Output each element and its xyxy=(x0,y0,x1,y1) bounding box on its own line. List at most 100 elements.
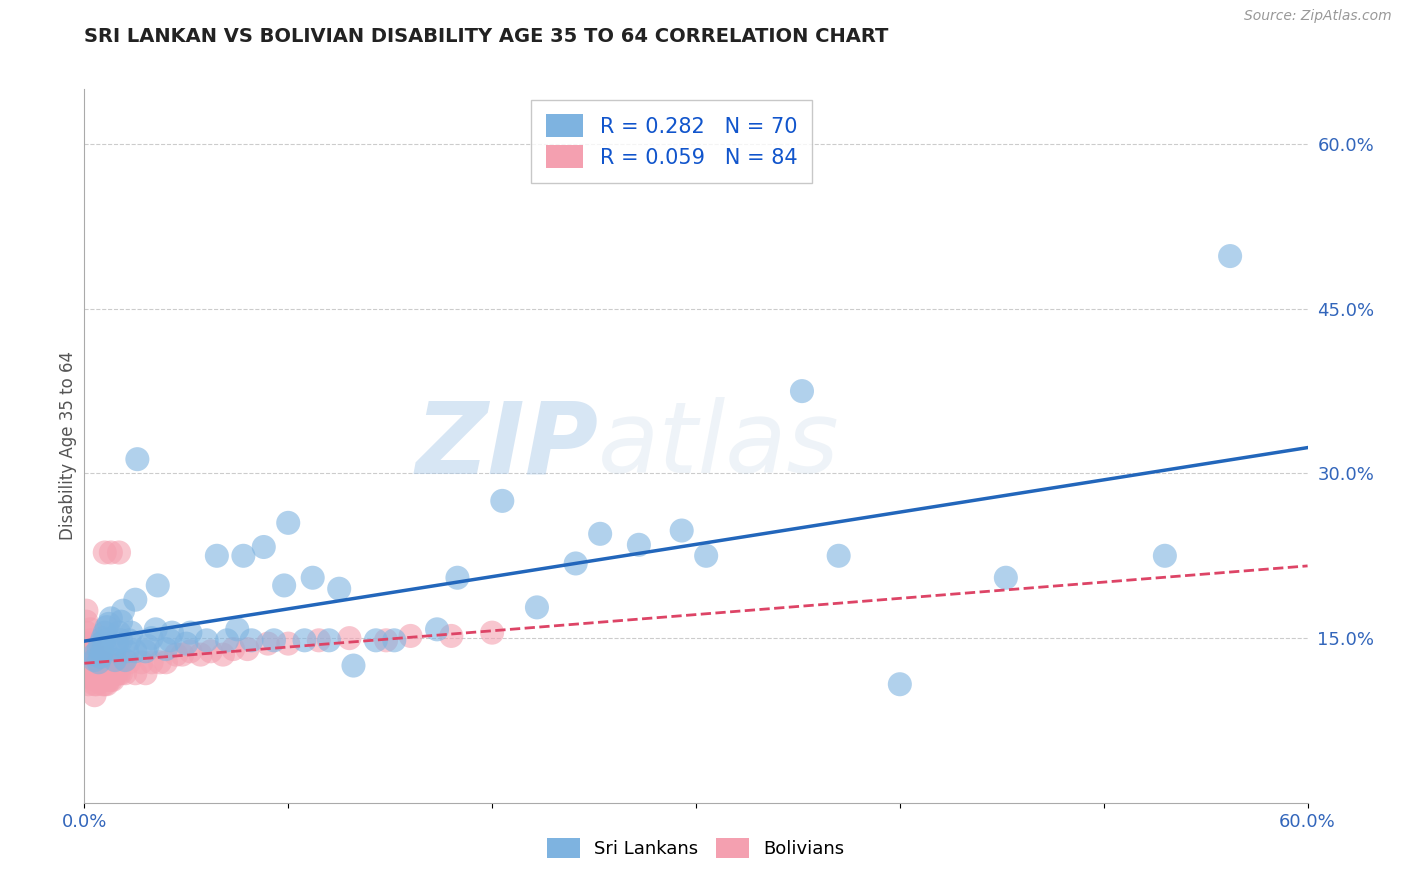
Point xyxy=(79,666,101,681)
Point xyxy=(399,629,422,643)
Point xyxy=(104,653,127,667)
Point xyxy=(200,644,222,658)
Point xyxy=(115,644,138,658)
Point xyxy=(91,677,114,691)
Point xyxy=(146,578,169,592)
Point xyxy=(339,631,360,645)
Point xyxy=(93,651,115,665)
Point xyxy=(77,653,100,667)
Point xyxy=(195,633,218,648)
Point xyxy=(124,644,146,658)
Point xyxy=(308,633,330,648)
Point xyxy=(426,623,449,637)
Point xyxy=(97,673,120,687)
Point xyxy=(83,658,105,673)
Point xyxy=(695,549,717,563)
Point xyxy=(294,633,316,648)
Point xyxy=(118,633,141,648)
Point xyxy=(96,666,118,681)
Point xyxy=(79,644,101,658)
Point xyxy=(273,578,295,592)
Point xyxy=(1219,249,1241,263)
Text: Source: ZipAtlas.com: Source: ZipAtlas.com xyxy=(1244,9,1392,23)
Point xyxy=(564,557,586,571)
Point xyxy=(96,677,118,691)
Point xyxy=(159,633,181,648)
Point xyxy=(179,625,201,640)
Point xyxy=(75,637,97,651)
Point xyxy=(179,644,201,658)
Point xyxy=(108,545,131,559)
Point xyxy=(526,600,548,615)
Point xyxy=(83,673,105,687)
Point xyxy=(491,494,513,508)
Point xyxy=(222,642,245,657)
Legend: Sri Lankans, Bolivians: Sri Lankans, Bolivians xyxy=(540,830,852,865)
Point xyxy=(93,633,115,648)
Point xyxy=(83,653,105,667)
Point xyxy=(135,644,157,658)
Point xyxy=(82,653,104,667)
Point xyxy=(112,655,135,669)
Point xyxy=(257,637,280,651)
Point xyxy=(83,688,105,702)
Point xyxy=(93,673,115,687)
Point xyxy=(75,664,97,678)
Point xyxy=(93,625,115,640)
Point xyxy=(253,540,276,554)
Point xyxy=(145,623,167,637)
Point xyxy=(91,644,114,658)
Point xyxy=(87,673,110,687)
Point xyxy=(83,666,105,681)
Point xyxy=(165,648,187,662)
Point xyxy=(124,592,146,607)
Point xyxy=(86,677,108,691)
Point xyxy=(135,666,157,681)
Point xyxy=(86,666,108,681)
Point xyxy=(75,604,97,618)
Point xyxy=(101,673,124,687)
Point xyxy=(91,655,114,669)
Point xyxy=(110,633,132,648)
Point xyxy=(90,673,112,687)
Point xyxy=(79,655,101,669)
Point xyxy=(79,623,101,637)
Point xyxy=(82,662,104,676)
Point xyxy=(124,666,146,681)
Point xyxy=(212,648,235,662)
Point xyxy=(114,666,136,681)
Point xyxy=(226,623,249,637)
Point xyxy=(301,571,323,585)
Point xyxy=(205,549,228,563)
Point xyxy=(382,633,405,648)
Point xyxy=(136,639,159,653)
Point xyxy=(93,666,115,681)
Point xyxy=(155,655,177,669)
Point xyxy=(90,666,112,681)
Point xyxy=(994,571,1017,585)
Point xyxy=(627,538,650,552)
Y-axis label: Disability Age 35 to 64: Disability Age 35 to 64 xyxy=(59,351,77,541)
Point xyxy=(889,677,911,691)
Point xyxy=(77,637,100,651)
Point xyxy=(91,666,114,681)
Point xyxy=(155,642,177,657)
Point xyxy=(97,662,120,676)
Text: SRI LANKAN VS BOLIVIAN DISABILITY AGE 35 TO 64 CORRELATION CHART: SRI LANKAN VS BOLIVIAN DISABILITY AGE 35… xyxy=(84,27,889,45)
Point xyxy=(217,633,239,648)
Point xyxy=(364,633,387,648)
Point xyxy=(232,549,254,563)
Point xyxy=(90,637,112,651)
Point xyxy=(149,655,172,669)
Point xyxy=(87,655,110,669)
Point xyxy=(77,644,100,658)
Point xyxy=(104,658,127,673)
Point xyxy=(108,666,131,681)
Point xyxy=(75,648,97,662)
Point xyxy=(77,677,100,691)
Point xyxy=(104,642,127,657)
Point xyxy=(240,633,263,648)
Point xyxy=(93,677,115,691)
Point xyxy=(77,669,100,683)
Point xyxy=(82,642,104,657)
